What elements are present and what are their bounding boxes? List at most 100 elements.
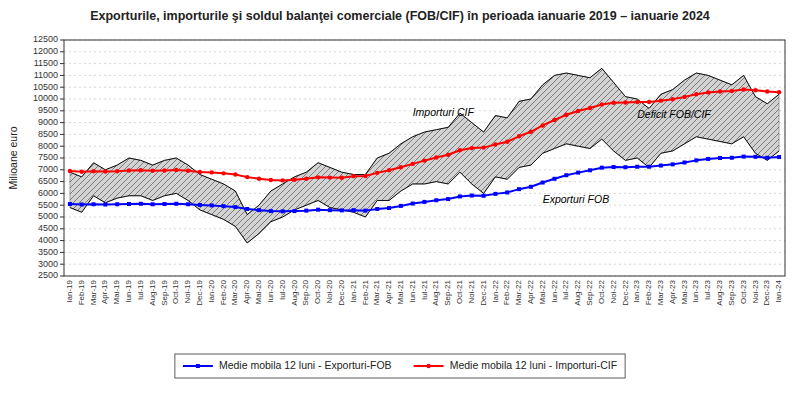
marker [742,155,746,159]
marker [777,155,781,159]
marker [718,89,722,93]
marker [753,155,757,159]
y-tick [60,169,64,170]
marker [553,177,557,181]
marker [765,156,769,160]
x-tick-label: Aug-22 [573,279,582,305]
legend: Medie mobila 12 luni - Exporturi-FOBMedi… [175,354,625,378]
marker [91,169,95,173]
title: Exporturile, importurile şi soldul balan… [90,9,710,23]
marker [387,206,391,210]
marker [588,168,592,172]
marker [671,97,675,101]
marker [80,169,84,173]
y-tick [60,75,64,76]
marker [541,181,545,185]
marker [446,197,450,201]
y-tick-label: 10000 [33,93,58,103]
y-tick-label: 9000 [38,117,58,127]
x-tick-label: Iul-19 [136,279,145,300]
x-tick-label: Apr-19 [100,279,109,304]
x-tick-label: Iun-21 [408,279,417,302]
marker [706,157,710,161]
y-tick [60,122,64,123]
y-tick [60,276,64,277]
marker [458,148,462,152]
marker [623,100,627,104]
x-tick-label: Feb-20 [219,279,228,305]
x-tick-label: Iul-23 [703,279,712,300]
x-tick-label: Mai-20 [254,279,263,304]
marker [351,174,355,178]
marker [434,155,438,159]
grid-line [64,51,785,52]
marker [363,174,367,178]
marker [777,90,781,94]
marker [340,176,344,180]
y-tick-label: 3500 [38,247,58,257]
legend-marker [196,364,200,368]
y-tick [60,134,64,135]
marker [375,171,379,175]
y-tick-label: 12500 [33,34,58,44]
x-tick-label: Aug-20 [290,279,299,305]
grid-line [64,264,785,265]
marker [765,89,769,93]
y-tick [60,146,64,147]
x-tick-label: Dec-22 [621,279,630,305]
y-tick [60,158,64,159]
deficit-band [70,68,779,243]
grid-line [64,228,785,229]
marker [552,118,556,122]
marker [540,123,544,127]
x-tick-label: Noi-19 [183,279,192,303]
marker [635,100,639,104]
marker [198,203,202,207]
marker [186,202,190,206]
grid-line [64,217,785,218]
legend-box [175,354,625,378]
marker [127,202,131,206]
marker [470,194,474,198]
x-tick-label: Mar-21 [372,279,381,305]
x-tick-label: Dec-19 [195,279,204,305]
marker [280,178,284,182]
x-tick-label: Feb-23 [644,279,653,305]
x-tick-label: Noi-21 [467,279,476,303]
x-tick-label: Ian-21 [349,279,358,302]
marker [682,95,686,99]
marker [694,92,698,96]
x-tick-label: Mar-20 [230,279,239,305]
marker [174,168,178,172]
marker [730,156,734,160]
y-axis-label: Milioane euro [7,126,19,189]
x-tick-label: Aug-23 [715,279,724,305]
x-axis: Ian-19Feb-19Mar-19Apr-19Mai-19Iun-19Iul-… [65,279,783,305]
marker [434,198,438,202]
marker [68,202,72,206]
y-tick-label: 2500 [38,270,58,280]
y-tick-label: 6500 [38,176,58,186]
y-tick [60,51,64,52]
x-tick-label: Ian-19 [65,279,74,302]
y-grid [64,40,785,276]
grid-line [64,63,785,64]
marker [647,100,651,104]
annotations: Importuri CIFExporturi FOBDeficit FOB/CI… [413,106,712,205]
raw-line [70,137,779,243]
y-tick-label: 9500 [38,105,58,115]
marker [340,208,344,212]
marker [564,173,568,177]
marker [162,168,166,172]
raw-line [70,68,779,214]
x-tick-label: Apr-22 [526,279,535,304]
marker [423,200,427,204]
marker [529,185,533,189]
marker [198,170,202,174]
marker [706,90,710,94]
x-tick-label: Aug-21 [431,279,440,305]
x-tick-label: Iun-23 [691,279,700,302]
marker [481,145,485,149]
marker [375,207,379,211]
marker [210,203,214,207]
